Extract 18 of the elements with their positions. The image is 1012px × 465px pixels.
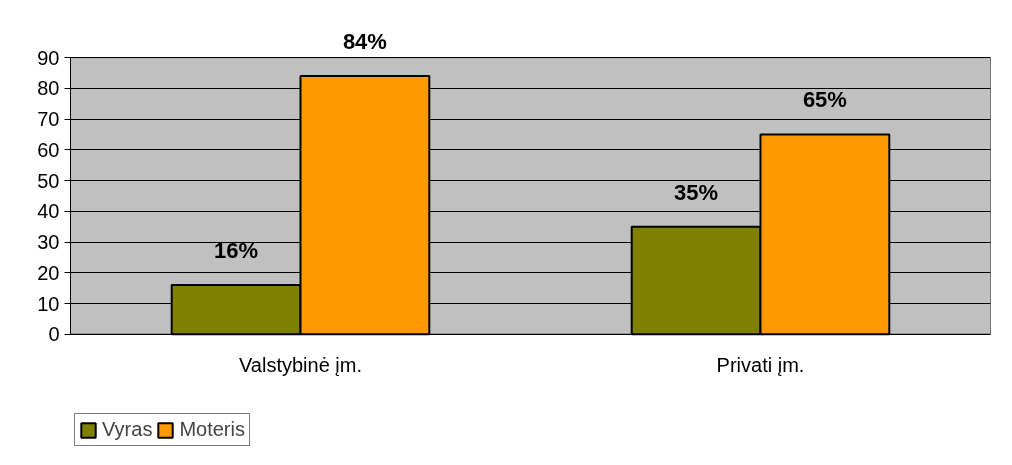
y-tick-label: 60 — [37, 138, 60, 161]
x-tick-label: Privati įm. — [716, 354, 805, 377]
data-label: 35% — [674, 179, 719, 205]
y-tick-label: 20 — [37, 261, 60, 284]
x-tick-label: Valstybinė įm. — [239, 354, 363, 377]
data-label: 84% — [342, 28, 387, 54]
y-tick-label: 90 — [37, 46, 60, 69]
y-tick-label: 70 — [37, 108, 60, 131]
legend-label: Moteris — [179, 418, 245, 441]
y-tick-label: 10 — [37, 292, 60, 315]
data-label: 65% — [802, 87, 847, 113]
y-tick-label: 30 — [37, 231, 60, 254]
legend-label: Vyras — [102, 418, 153, 441]
y-tick-label: 0 — [48, 323, 60, 346]
y-tick-label: 50 — [37, 169, 60, 192]
data-label: 16% — [214, 238, 259, 264]
y-tick-label: 80 — [37, 77, 60, 100]
y-tick-label: 40 — [37, 200, 60, 223]
